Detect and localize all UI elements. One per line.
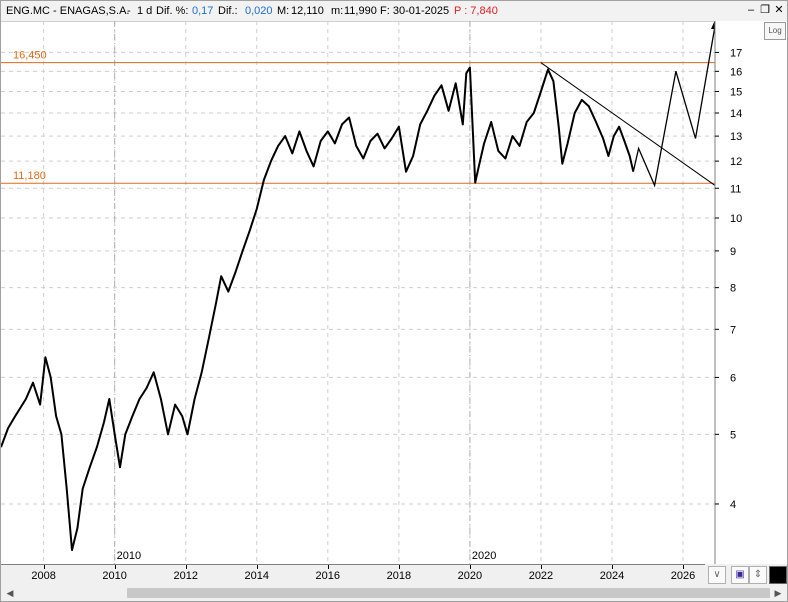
symbol-name: ENG.MC - ENAGAS,S.A. [6, 5, 130, 17]
x-tick-label: 2024 [599, 570, 625, 582]
x-tick-mark [256, 565, 258, 569]
timeframe: 1 d [137, 5, 153, 17]
scroll-right-icon[interactable]: ▶ [774, 588, 782, 598]
x-tick-label: 2016 [315, 570, 341, 582]
x-tick-label: 2018 [386, 570, 412, 582]
y-axis-panel [715, 21, 787, 564]
color-swatch-icon[interactable] [769, 566, 787, 584]
price-chart[interactable]: 2010 2020 16,450 11,180 4 5 6 7 8 9 10 11 12 13 14 15… [1, 21, 787, 564]
close-icon[interactable]: ✕ [774, 4, 784, 16]
x-tick-mark [398, 565, 400, 569]
y-tick-label: 15 [730, 86, 742, 98]
max-value: 12,110 [291, 5, 324, 17]
dif-label: Dif.: [218, 5, 238, 17]
y-tick-label: 17 [730, 47, 742, 59]
y-tick-label: 16 [730, 66, 742, 78]
x-tick-label: 2010 [102, 570, 127, 582]
level-label: 16,450 [13, 50, 47, 62]
x-tick-mark [327, 565, 329, 569]
period-marker-label: 2010 [117, 550, 141, 562]
x-tick-label: 2026 [670, 570, 696, 582]
x-tick-mark [683, 565, 685, 569]
save-icon[interactable]: ▣ [731, 566, 749, 584]
period-marker-label: 2020 [472, 550, 496, 562]
date-label: F: 30-01-2025 [380, 5, 450, 17]
y-tick-label: 12 [730, 156, 742, 168]
y-tick-label: 8 [730, 283, 736, 295]
x-tick-label: 2014 [244, 570, 269, 582]
dif-pct-label: Dif. %: [156, 5, 189, 17]
y-tick-label: 13 [730, 131, 742, 143]
x-tick-mark [469, 565, 471, 569]
x-tick-label: 2008 [31, 570, 56, 582]
grid-layer: 2010 2020 [1, 21, 715, 564]
level-label: 11,180 [13, 170, 46, 182]
x-tick-mark [114, 565, 116, 569]
price-label: P : 7,840 [454, 5, 498, 17]
x-tick-label: 2022 [528, 570, 554, 582]
log-scale-button[interactable]: Log [764, 22, 786, 40]
pin-icon[interactable]: ⇕ [749, 566, 767, 584]
y-tick-label: 14 [730, 108, 742, 120]
price-series [1, 66, 635, 552]
min-value: 11,990 [344, 5, 377, 17]
y-tick-label: 11 [730, 183, 741, 195]
scroll-left-icon[interactable]: ◀ [6, 588, 14, 598]
x-tick-label: 2020 [457, 570, 483, 582]
min-label: m: [331, 5, 344, 17]
x-tick-mark [611, 565, 613, 569]
level-layer: 16,450 11,180 [1, 50, 715, 184]
x-tick-mark [43, 565, 45, 569]
y-tick-label: 4 [730, 499, 736, 511]
separator: - [127, 5, 131, 17]
y-tick-label: 5 [730, 429, 736, 441]
y-tick-label: 9 [730, 246, 736, 258]
dif-pct-value: 0,17 [192, 5, 214, 17]
series-layer [1, 21, 719, 552]
projection-path [632, 25, 716, 188]
y-tick-label: 6 [730, 372, 736, 384]
trendline [540, 62, 716, 186]
y-tick-label: 10 [730, 213, 742, 225]
minimize-icon[interactable]: – [747, 4, 755, 16]
title-bar: ENG.MC - ENAGAS,S.A. - 1 d Dif. %: 0,17 … [1, 1, 787, 22]
x-axis: 2008 2010 2012 2014 2016 2018 2020 2022 2024 2026 [1, 564, 705, 583]
dif-value: 0,020 [245, 5, 273, 17]
restore-icon[interactable]: ❐ [760, 4, 770, 16]
axis-layer: 4 5 6 7 8 9 10 11 12 13 14 15 16 17 [714, 21, 787, 564]
x-tick-mark [185, 565, 187, 569]
y-tick-label: 7 [730, 324, 736, 336]
x-tick-label: 2012 [173, 570, 198, 582]
x-tick-mark [540, 565, 542, 569]
max-label: M: [277, 5, 290, 17]
horizontal-scrollbar[interactable]: ◀ ▶ [1, 585, 787, 601]
scroll-thumb[interactable] [127, 588, 770, 598]
chevron-down-icon[interactable]: ∨ [708, 566, 726, 584]
